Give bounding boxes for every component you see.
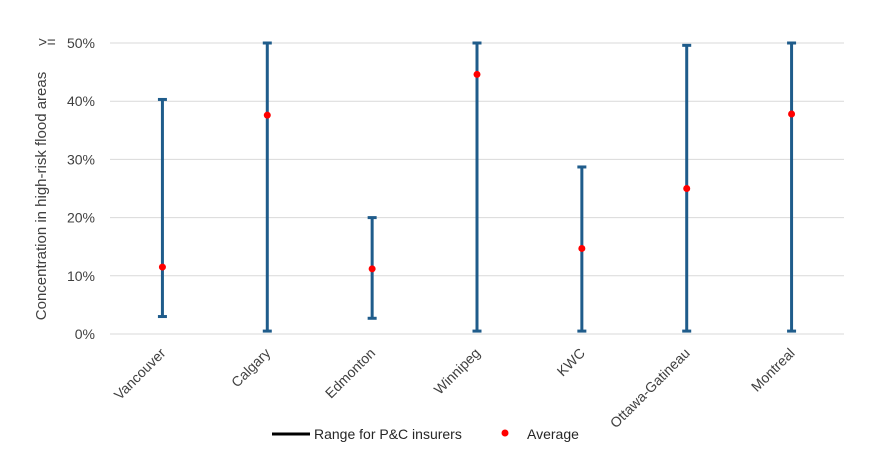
x-tick-label: Vancouver [111, 345, 169, 403]
legend-average-swatch [501, 429, 509, 437]
y-tick-label: 30% [67, 151, 95, 167]
y-tick-label: 20% [67, 210, 95, 226]
y-tick-label: 0% [75, 326, 95, 342]
legend: Range for P&C insurers Average [272, 426, 579, 442]
average-point [788, 110, 796, 118]
average-point [368, 265, 376, 273]
y-tick-labels: 0% 10% 20% 30% 40% 50% [67, 35, 95, 342]
y-axis-max-marker: >= [38, 34, 56, 51]
average-point [158, 263, 166, 271]
y-tick-label: 40% [67, 93, 95, 109]
x-tick-label: Montreal [748, 345, 798, 395]
x-tick-labels: Vancouver Calgary Edmonton Winnipeg KWC Ottaw… [111, 345, 798, 431]
y-axis-title: Concentration in high-risk flood areas [33, 72, 50, 320]
x-tick-label: Winnipeg [431, 345, 484, 398]
average-point [263, 111, 271, 119]
x-tick-label: Ottawa-Gatineau [607, 345, 693, 431]
x-tick-label: KWC [554, 345, 588, 379]
average-point [683, 185, 691, 192]
x-tick-label: Edmonton [322, 345, 378, 401]
average-point [473, 70, 481, 78]
average-point [578, 244, 586, 252]
legend-range-label: Range for P&C insurers [314, 426, 462, 442]
y-tick-label: 10% [67, 268, 95, 284]
legend-average-label: Average [527, 426, 579, 442]
x-tick-label: Calgary [228, 345, 273, 390]
y-tick-label: 50% [67, 35, 95, 51]
range-series [157, 41, 797, 333]
average-series [158, 70, 796, 273]
